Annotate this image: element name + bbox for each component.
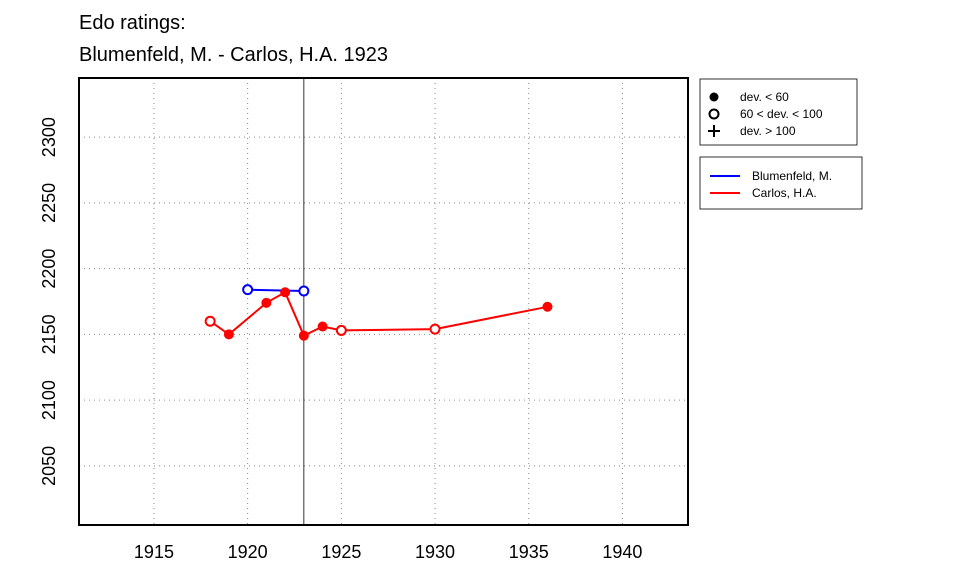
y-tick-label: 2100 [39, 380, 59, 420]
open-circle-icon [708, 108, 720, 120]
plot-frame [78, 77, 689, 526]
series-layer [204, 284, 553, 341]
data-point [542, 301, 553, 312]
y-tick-label: 2050 [39, 446, 59, 486]
marker-legend-box [699, 78, 858, 146]
series-legend: Blumenfeld, M. Carlos, H.A. [699, 156, 863, 210]
grid-lines [79, 78, 688, 525]
chart-title: Edo ratings: [79, 12, 186, 34]
x-tick-label: 1940 [602, 542, 642, 562]
data-point [242, 284, 254, 296]
data-point [204, 315, 216, 327]
x-tick-label: 1930 [415, 542, 455, 562]
series-line-1 [209, 290, 548, 338]
data-point [298, 285, 310, 297]
marker-legend-label-0: dev. < 60 [740, 90, 789, 104]
y-tick-label: 2250 [39, 183, 59, 223]
marker-legend-label-1: 60 < dev. < 100 [740, 107, 823, 121]
filled-circle-icon [709, 92, 719, 102]
legend-label-blumenfeld: Blumenfeld, M. [752, 169, 832, 183]
x-tick-label: 1920 [228, 542, 268, 562]
series-line-0 [247, 288, 304, 292]
x-tick-label: 1935 [509, 542, 549, 562]
series-legend-box [699, 156, 863, 210]
y-tick-label: 2200 [39, 249, 59, 289]
x-tick-label: 1915 [134, 542, 174, 562]
y-axis: 2050 2100 2150 2200 2250 2300 [39, 117, 59, 486]
legend-label-carlos: Carlos, H.A. [752, 186, 817, 200]
data-point [280, 287, 291, 298]
plus-icon [708, 125, 720, 137]
data-point [429, 323, 441, 335]
data-point [317, 321, 328, 332]
x-axis: 1915 1920 1925 1930 1935 1940 [134, 542, 643, 562]
y-tick-label: 2150 [39, 314, 59, 354]
data-point [298, 330, 309, 341]
marker-legend: dev. < 60 60 < dev. < 100 dev. > 100 [699, 78, 858, 146]
data-point [223, 329, 234, 340]
x-tick-label: 1925 [321, 542, 361, 562]
data-point [261, 297, 272, 308]
y-tick-label: 2300 [39, 117, 59, 157]
marker-legend-label-2: dev. > 100 [740, 124, 796, 138]
chart-subtitle: Blumenfeld, M. - Carlos, H.A. 1923 [79, 44, 388, 66]
data-point [335, 324, 347, 336]
